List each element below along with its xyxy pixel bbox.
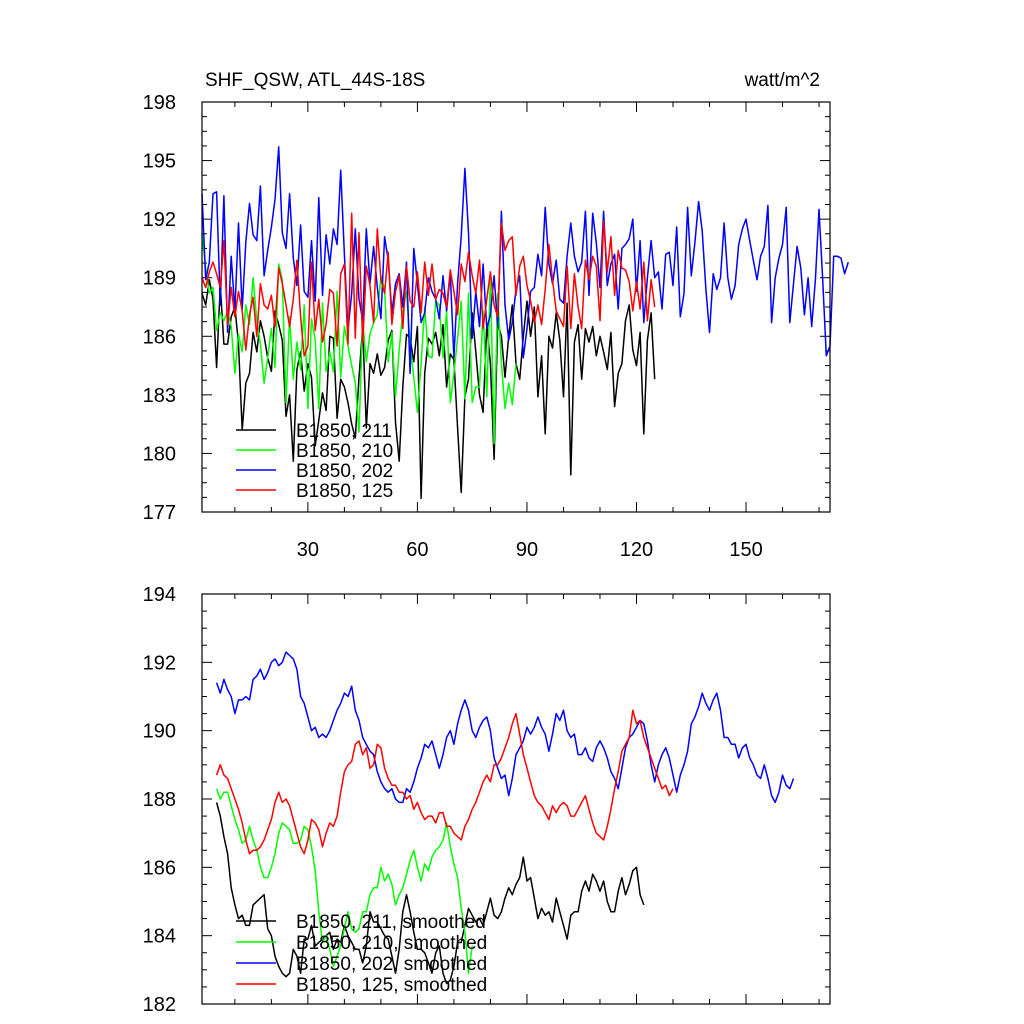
- bottom-plot-frame: [201, 593, 831, 1005]
- x-tick-label: 90: [516, 539, 538, 561]
- y-tick-label: 192: [143, 652, 176, 674]
- x-tick-label: 60: [406, 539, 428, 561]
- legend-label: B1850, 211: [296, 421, 392, 442]
- legend-label: B1850, 125: [296, 481, 393, 502]
- bottom-series-group: [215, 651, 795, 985]
- series-line-b1850-125: [201, 212, 656, 357]
- legend-label: B1850, 210: [296, 441, 393, 462]
- x-tick-label: 150: [729, 539, 762, 561]
- series-line-b1850-211-smoothed: [215, 802, 645, 985]
- top-panel: SHF_QSW, ATL_44S-18S watt/m^2 1771801831…: [143, 70, 850, 561]
- x-tick-label: 120: [620, 539, 653, 561]
- y-tick-label: 198: [143, 92, 176, 114]
- y-tick-label: 177: [143, 502, 176, 524]
- top-plot-frame: [201, 101, 831, 513]
- y-tick-label: 180: [143, 443, 176, 465]
- y-tick-label: 194: [143, 584, 176, 606]
- y-tick-label: 189: [143, 268, 176, 290]
- y-tick-label: 195: [143, 151, 176, 173]
- x-tick-label: 30: [297, 539, 319, 561]
- y-tick-label: 182: [143, 994, 176, 1016]
- series-line-b1850-202-smoothed: [215, 651, 795, 804]
- y-tick-label: 188: [143, 789, 176, 811]
- units-label: watt/m^2: [744, 70, 820, 91]
- top-series-group: [201, 146, 850, 500]
- series-line-b1850-211: [201, 278, 656, 500]
- legend-label: B1850, 202: [296, 461, 393, 482]
- legend-label: B1850, 210, smoothed: [296, 933, 487, 954]
- top-axes: 177 180 183 186 189 192 195 198 30 60 90 120 150: [143, 92, 830, 561]
- y-tick-label: 190: [143, 721, 176, 743]
- y-tick-label: 186: [143, 857, 176, 879]
- bottom-panel: 182 184 186 188 190 192 194 B1850, 211, smooth…: [143, 584, 831, 1016]
- series-line-b1850-210-smoothed: [215, 788, 473, 974]
- y-tick-label: 183: [143, 385, 176, 407]
- chart-title: SHF_QSW, ATL_44S-18S: [205, 70, 425, 91]
- y-tick-label: 186: [143, 326, 176, 348]
- series-line-b1850-210: [201, 234, 517, 445]
- legend-label: B1850, 202, smoothed: [296, 954, 487, 975]
- legend-label: B1850, 125, smoothed: [296, 975, 487, 996]
- series-line-b1850-202: [201, 146, 850, 375]
- legend-label: B1850, 211, smoothed: [296, 912, 486, 933]
- y-tick-label: 184: [143, 926, 176, 948]
- y-tick-label: 192: [143, 209, 176, 231]
- series-line-b1850-125-smoothed: [215, 709, 674, 855]
